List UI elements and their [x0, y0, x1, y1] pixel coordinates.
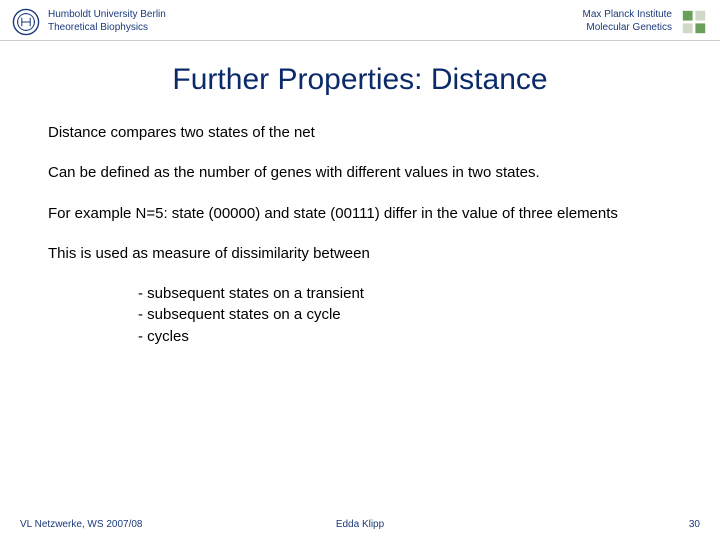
- slide-title: Further Properties: Distance: [0, 63, 720, 97]
- left-inst-line2: Theoretical Biophysics: [48, 21, 166, 34]
- right-inst-line1: Max Planck Institute: [583, 8, 672, 21]
- left-institution-text: Humboldt University Berlin Theoretical B…: [48, 8, 166, 34]
- footer-left: VL Netzwerke, WS 2007/08: [20, 519, 142, 530]
- right-inst-line2: Molecular Genetics: [583, 21, 672, 34]
- max-planck-logo-icon: [680, 8, 708, 36]
- slide-footer: VL Netzwerke, WS 2007/08 Edda Klipp 30: [0, 519, 720, 530]
- bullet-3: - cycles: [138, 327, 672, 347]
- right-institution-text: Max Planck Institute Molecular Genetics: [583, 8, 672, 34]
- humboldt-seal-icon: [12, 8, 40, 36]
- slide-header: Humboldt University Berlin Theoretical B…: [0, 0, 720, 41]
- paragraph-2: Can be defined as the number of genes wi…: [48, 163, 672, 183]
- footer-page-number: 30: [689, 519, 700, 530]
- footer-center: Edda Klipp: [336, 519, 384, 530]
- left-inst-line1: Humboldt University Berlin: [48, 8, 166, 21]
- paragraph-3: For example N=5: state (00000) and state…: [48, 204, 672, 224]
- bullet-1: - subsequent states on a transient: [138, 284, 672, 304]
- bullet-list: - subsequent states on a transient - sub…: [138, 284, 672, 347]
- header-left-group: Humboldt University Berlin Theoretical B…: [12, 8, 166, 36]
- bullet-2: - subsequent states on a cycle: [138, 305, 672, 325]
- paragraph-1: Distance compares two states of the net: [48, 123, 672, 143]
- paragraph-4: This is used as measure of dissimilarity…: [48, 244, 672, 264]
- header-right-group: Max Planck Institute Molecular Genetics: [583, 8, 708, 36]
- slide-body: Distance compares two states of the net …: [0, 123, 720, 347]
